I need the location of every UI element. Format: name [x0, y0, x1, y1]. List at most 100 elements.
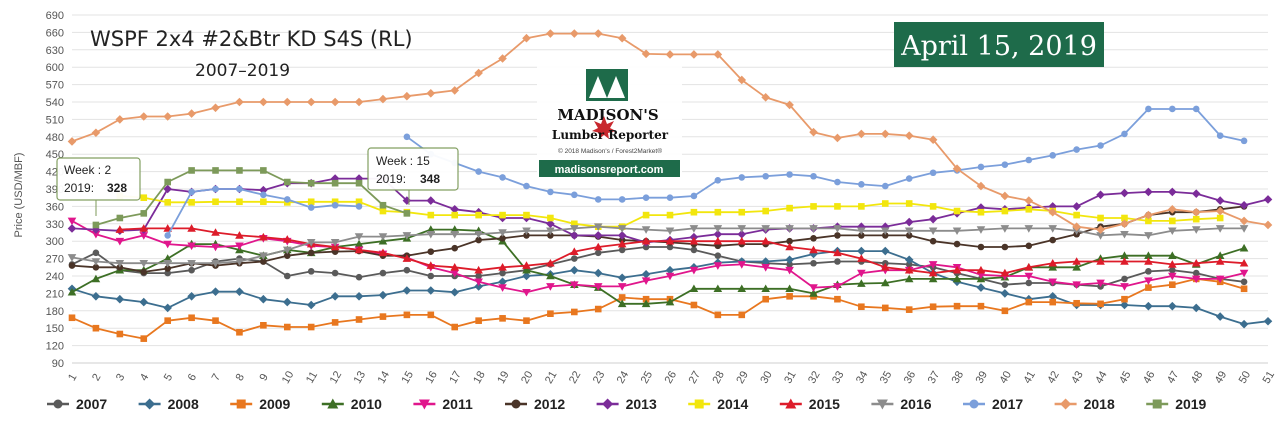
x-tick-label: 5 — [162, 372, 175, 383]
data-point — [617, 231, 627, 240]
data-point — [1001, 243, 1009, 251]
data-point — [1025, 279, 1033, 287]
data-point — [1191, 189, 1201, 198]
data-point — [187, 292, 196, 301]
data-point — [928, 268, 938, 277]
legend-item-2013: 2013 — [596, 396, 657, 412]
data-point — [714, 177, 722, 184]
data-point — [379, 207, 387, 215]
data-point — [713, 284, 723, 293]
data-point — [689, 225, 699, 233]
madisons-mountain-icon — [586, 69, 628, 101]
data-point — [857, 279, 866, 287]
data-point — [641, 236, 651, 245]
data-point — [1121, 214, 1128, 222]
data-point — [1120, 230, 1129, 239]
x-tick-label: 6 — [186, 372, 199, 383]
x-tick-label: 28 — [710, 369, 727, 386]
data-point — [641, 269, 651, 279]
data-point — [546, 29, 555, 38]
data-point — [1120, 188, 1129, 198]
data-point — [785, 255, 794, 265]
data-point — [593, 223, 603, 231]
x-tick-label: 42 — [1045, 369, 1062, 386]
data-point — [594, 249, 602, 257]
data-point — [1072, 263, 1081, 271]
data-point — [307, 204, 315, 211]
data-point — [1048, 225, 1058, 233]
x-tick-label: 34 — [854, 369, 871, 386]
data-point — [1169, 266, 1176, 274]
legend-label: 2013 — [626, 396, 657, 412]
data-point — [1025, 156, 1033, 164]
legend-marker — [969, 399, 979, 409]
x-tick-label: 4 — [138, 372, 151, 383]
data-point — [713, 236, 723, 245]
tooltip-series-label: 2019: — [64, 181, 94, 195]
data-point — [91, 274, 101, 283]
data-point — [976, 226, 986, 234]
x-tick-label: 1 — [66, 372, 79, 383]
data-point — [834, 178, 841, 186]
data-point — [593, 231, 603, 240]
data-point — [282, 235, 292, 243]
data-point — [976, 283, 986, 292]
data-point — [665, 236, 675, 245]
legend-item-2017: 2017 — [963, 396, 1023, 412]
data-point — [904, 274, 914, 283]
data-point — [330, 97, 340, 107]
data-point — [379, 269, 387, 277]
data-point — [475, 272, 482, 280]
x-tick-label: 7 — [210, 372, 223, 383]
x-tick-label: 13 — [352, 369, 369, 386]
data-point — [689, 266, 699, 275]
data-point — [355, 316, 363, 323]
data-point — [1049, 152, 1057, 159]
tooltip-week-15: Week : 15 2019: 348 — [367, 147, 459, 205]
data-point — [976, 181, 986, 191]
data-point — [67, 287, 77, 296]
data-point — [426, 196, 436, 205]
legend-label: 2016 — [900, 396, 931, 412]
data-point — [713, 50, 723, 59]
data-point — [1096, 257, 1105, 265]
data-point — [809, 284, 818, 292]
data-point — [355, 203, 363, 210]
data-point — [905, 175, 913, 182]
y-tick-label: 210 — [46, 288, 64, 300]
data-point — [1191, 258, 1201, 267]
data-point — [880, 246, 890, 256]
data-point — [1263, 195, 1273, 204]
data-point — [283, 196, 291, 203]
x-tick-label: 14 — [376, 369, 393, 386]
y-tick-label: 480 — [46, 132, 64, 144]
x-tick-label: 33 — [830, 369, 847, 386]
data-point — [92, 221, 100, 229]
data-point — [1121, 295, 1128, 303]
data-point — [306, 239, 316, 247]
data-point — [164, 265, 171, 272]
data-point — [188, 188, 195, 196]
data-point — [713, 229, 723, 239]
data-point — [403, 133, 411, 141]
y-tick-label: 660 — [46, 27, 64, 39]
data-point — [834, 295, 841, 303]
data-point — [928, 135, 938, 144]
legend-marker — [1152, 399, 1162, 409]
data-point — [235, 231, 244, 239]
data-point — [331, 179, 339, 187]
data-point — [546, 271, 555, 280]
data-point — [570, 225, 579, 233]
data-point — [904, 265, 914, 274]
legend-label: 2014 — [717, 396, 748, 412]
data-point — [762, 207, 769, 215]
data-point — [91, 230, 101, 239]
data-point — [834, 232, 841, 239]
data-point — [690, 301, 698, 309]
data-point — [164, 178, 171, 186]
chart-title: WSPF 2x4 #2&Btr KD S4S (RL) — [90, 27, 413, 51]
legend: 2007 2008 2009 2010 2011 2012 2013 2014 2015 2016… — [47, 396, 1207, 412]
data-point — [115, 259, 125, 268]
data-point — [523, 232, 530, 239]
data-point — [378, 94, 388, 104]
